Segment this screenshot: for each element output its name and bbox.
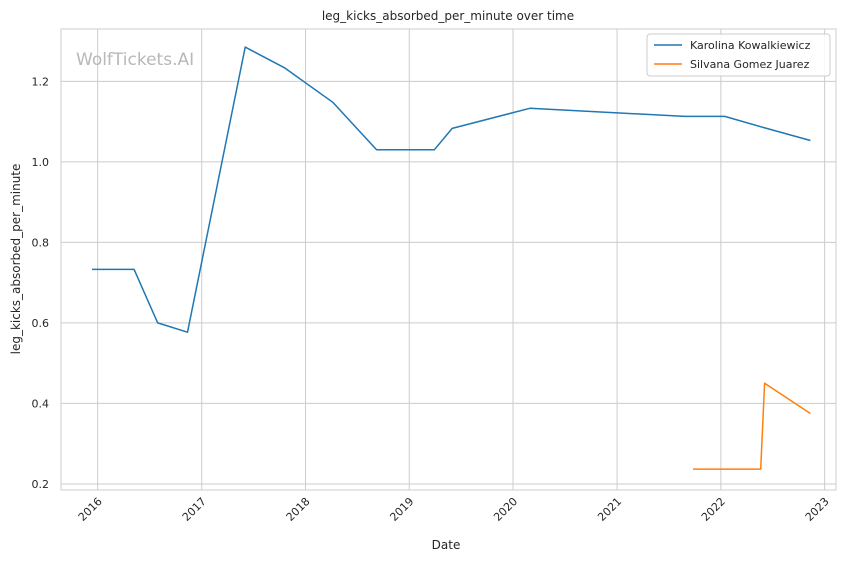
- series-line-0: [92, 46, 811, 333]
- y-tick-label: 0.2: [32, 478, 50, 491]
- y-axis-label: leg_kicks_absorbed_per_minute: [9, 164, 23, 355]
- gridlines: [61, 29, 836, 490]
- legend-label-0: Karolina Kowalkiewicz: [690, 39, 811, 52]
- watermark: WolfTickets.AI: [76, 50, 194, 70]
- plot-frame: [60, 28, 837, 491]
- y-tick-labels: 0.2 0.4 0.6 0.8 1.0 1.2: [32, 75, 50, 491]
- x-axis-label: Date: [432, 538, 461, 552]
- y-tick-label: 0.8: [32, 236, 50, 249]
- y-tick-label: 0.6: [32, 317, 50, 330]
- legend-box: [646, 33, 831, 77]
- legend-label-1: Silvana Gomez Juarez: [690, 58, 810, 71]
- legend: Karolina Kowalkiewicz Silvana Gomez Juare…: [646, 33, 831, 77]
- y-tick-label: 1.2: [32, 75, 50, 88]
- y-tick-label: 0.4: [32, 397, 50, 410]
- y-tick-label: 1.0: [32, 156, 50, 169]
- series-layer: [92, 46, 811, 470]
- chart-title: leg_kicks_absorbed_per_minute over time: [322, 9, 574, 23]
- series-line-1: [693, 382, 811, 470]
